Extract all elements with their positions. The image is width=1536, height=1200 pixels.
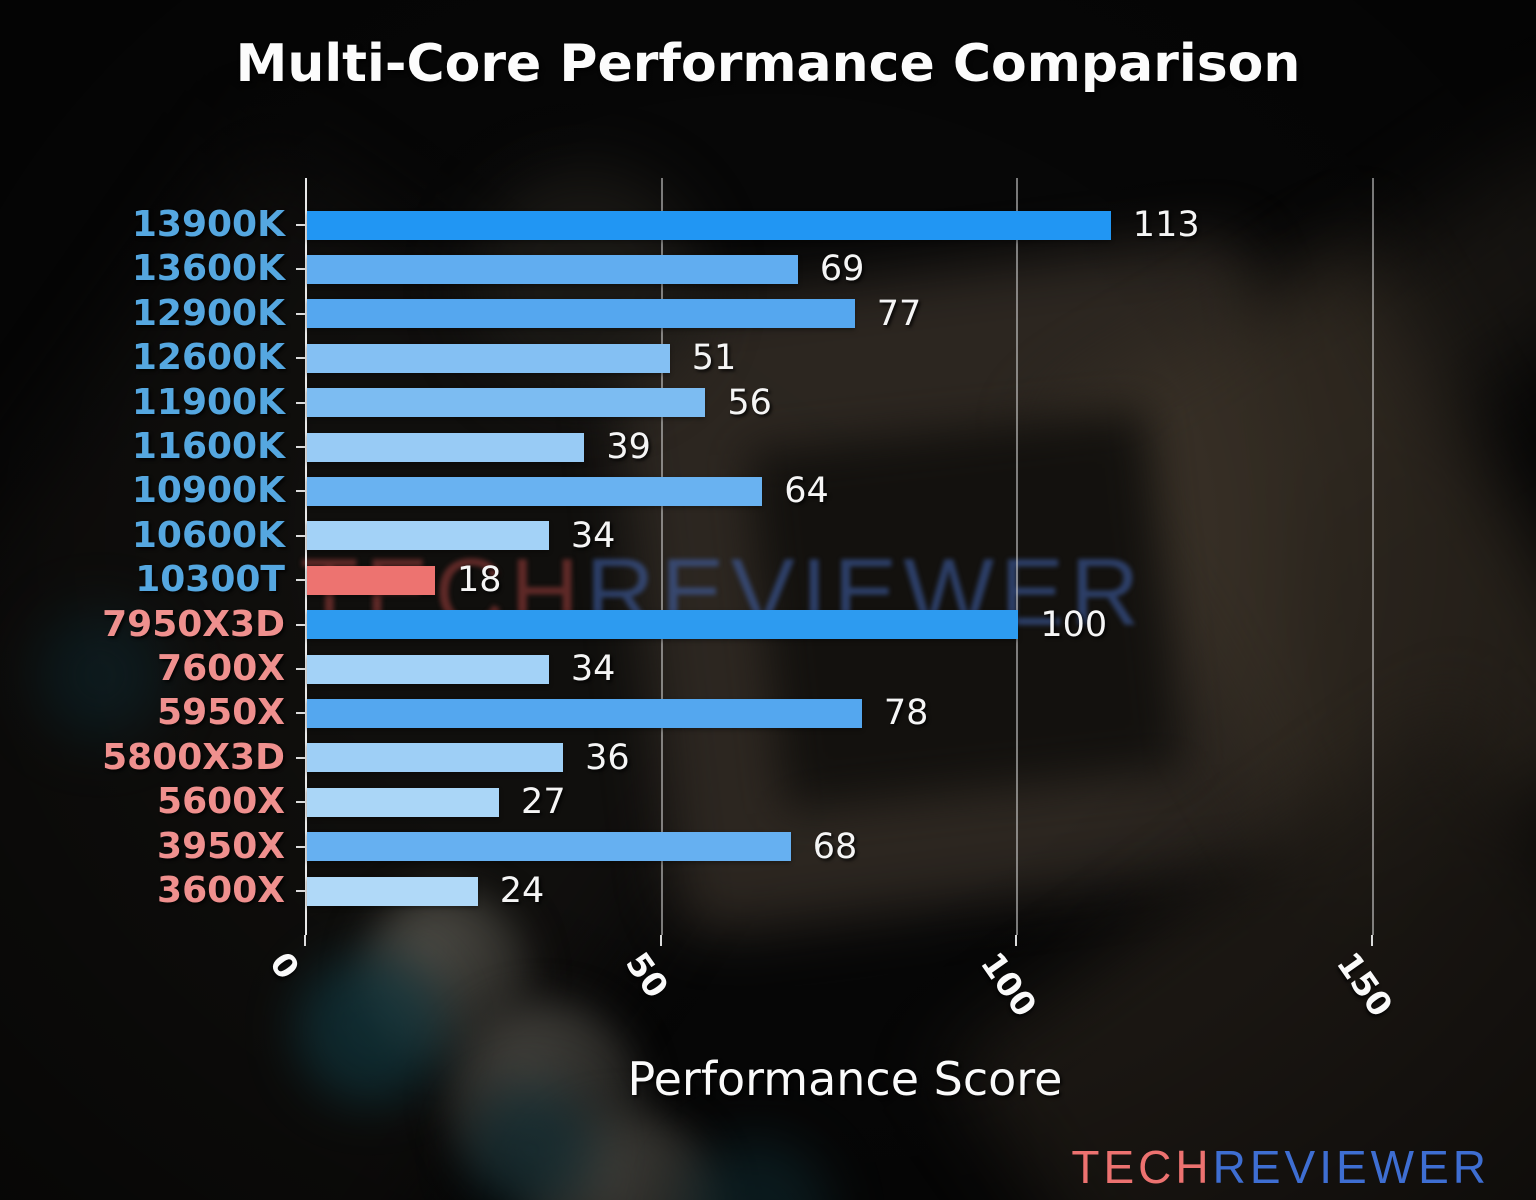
logo-tech: TECH <box>1071 1141 1213 1193</box>
bar-13900k <box>307 210 1111 240</box>
bar-3600x <box>307 876 478 906</box>
gridline-100 <box>1016 178 1019 935</box>
x-tick-label-0: 0 <box>262 945 308 987</box>
bar-3950x <box>307 832 791 862</box>
value-label-7950x3d: 100 <box>1040 604 1108 645</box>
category-label-11900k: 11900K <box>131 381 285 423</box>
techreviewer-logo: TECHREVIEWER <box>1071 1140 1490 1194</box>
category-label-3600x: 3600X <box>157 870 285 911</box>
bar-12600k <box>307 343 670 373</box>
bar-10900k <box>307 476 763 506</box>
value-label-3600x: 24 <box>499 871 545 911</box>
value-label-5950x: 78 <box>883 693 929 734</box>
x-tick-label-50: 50 <box>617 945 677 1005</box>
bar-12900k <box>307 299 855 329</box>
bar-10600k <box>307 521 549 551</box>
y-tick <box>296 668 305 670</box>
gridline-50 <box>660 178 663 935</box>
bar-5950x <box>307 698 862 728</box>
category-label-10300t: 10300T <box>135 559 285 601</box>
bar-5600x <box>307 787 500 817</box>
y-tick <box>296 623 305 626</box>
x-tick-150 <box>1371 935 1373 946</box>
bar-11900k <box>307 388 706 418</box>
y-tick <box>296 446 305 448</box>
bar-13600k <box>307 254 798 284</box>
bar-7950x3d <box>307 610 1019 640</box>
category-label-7950x3d: 7950X3D <box>102 603 285 645</box>
x-tick-label-150: 150 <box>1329 945 1401 1024</box>
y-tick <box>296 357 305 360</box>
category-label-13900k: 13900K <box>131 204 285 245</box>
y-tick <box>296 224 305 226</box>
category-label-5950x: 5950X <box>157 692 285 734</box>
value-label-12600k: 51 <box>691 338 737 379</box>
y-tick <box>296 401 305 404</box>
value-label-11600k: 39 <box>606 427 651 467</box>
x-axis-label: Performance Score <box>627 1052 1063 1106</box>
logo-reviewer: REVIEWER <box>1212 1141 1490 1193</box>
y-tick <box>296 312 305 315</box>
category-label-3950x: 3950X <box>157 825 285 867</box>
value-label-3950x: 68 <box>812 826 858 867</box>
value-label-7600x: 34 <box>570 649 616 689</box>
gridline-150 <box>1372 178 1374 935</box>
y-tick <box>296 845 305 848</box>
bar-5800x3d <box>307 743 564 773</box>
category-label-10600k: 10600K <box>131 514 285 556</box>
x-tick-0 <box>304 935 306 946</box>
y-tick <box>296 801 305 804</box>
category-label-12900k: 12900K <box>131 292 285 334</box>
y-tick <box>296 712 305 715</box>
value-label-10300t: 18 <box>457 560 502 601</box>
plot-area: 0 50 100 150 13900K 113 13600K 69 12900K 77 12600K… <box>102 178 1500 1024</box>
y-tick <box>296 756 305 759</box>
category-label-10900k: 10900K <box>131 470 285 512</box>
category-label-12600k: 12600K <box>131 337 285 379</box>
value-label-12900k: 77 <box>876 293 922 334</box>
value-label-10600k: 34 <box>570 515 616 556</box>
value-label-11900k: 56 <box>727 382 772 423</box>
y-axis-line <box>305 178 307 935</box>
y-tick <box>296 268 305 271</box>
bar-11600k <box>307 432 585 462</box>
y-tick <box>296 579 305 582</box>
x-tick-label-100: 100 <box>973 945 1045 1024</box>
x-tick-50 <box>659 935 662 946</box>
chart-title: Multi-Core Performance Comparison <box>235 34 1301 94</box>
category-label-5800x3d: 5800X3D <box>102 736 285 778</box>
category-label-13600k: 13600K <box>131 248 285 290</box>
value-label-5600x: 27 <box>521 782 566 823</box>
value-label-13900k: 113 <box>1132 205 1200 245</box>
y-tick <box>296 890 305 892</box>
x-tick-100 <box>1015 935 1018 946</box>
y-tick <box>296 534 305 537</box>
value-label-10900k: 64 <box>784 471 829 512</box>
value-label-13600k: 69 <box>819 249 865 290</box>
y-tick <box>296 490 305 493</box>
category-label-7600x: 7600X <box>157 648 285 689</box>
bar-10300t <box>307 565 436 595</box>
category-label-5600x: 5600X <box>157 781 285 823</box>
value-label-5800x3d: 36 <box>585 737 630 778</box>
bar-7600x <box>307 654 549 684</box>
category-label-11600k: 11600K <box>131 426 285 467</box>
